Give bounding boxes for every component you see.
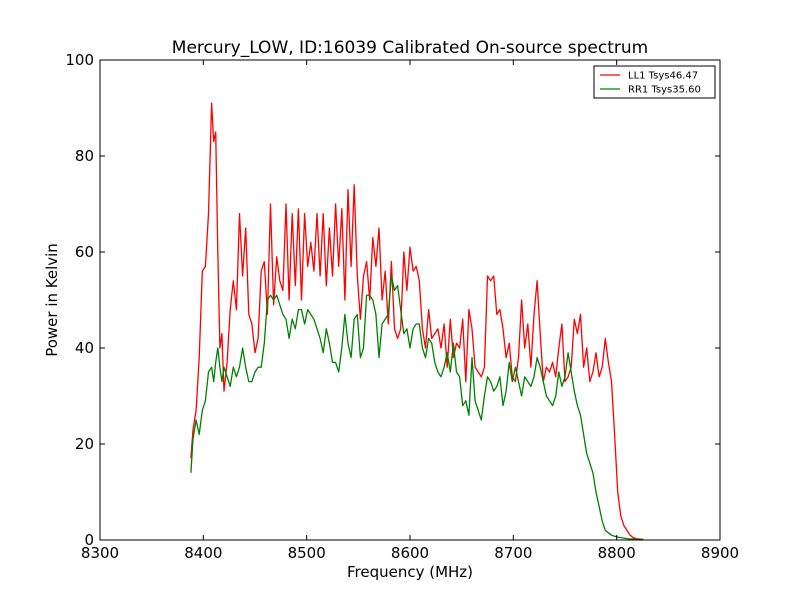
- x-tick-label: 8500: [288, 544, 326, 562]
- y-tick-label: 20: [75, 435, 94, 453]
- legend-label-1: LL1 Tsys46.47: [628, 71, 698, 82]
- x-axis-label: Frequency (MHz): [347, 563, 473, 581]
- y-tick-label: 60: [75, 243, 94, 261]
- x-tick-label: 8700: [494, 544, 532, 562]
- x-tick-label: 8600: [391, 544, 429, 562]
- y-tick-label: 40: [75, 339, 94, 357]
- series-line-2: [190, 275, 644, 541]
- plot-area: [190, 102, 644, 541]
- series-line-1: [190, 102, 644, 541]
- axis-ticks: 8300 8400 8500 8600 8700 8800 8900 0 20 40 60 80 100: [65, 51, 739, 562]
- legend-label-2: RR1 Tsys35.60: [628, 85, 701, 96]
- chart-title: Mercury_LOW, ID:16039 Calibrated On-sour…: [172, 38, 648, 58]
- x-tick-label: 8900: [701, 544, 739, 562]
- x-tick-label: 8800: [598, 544, 636, 562]
- y-tick-label: 100: [65, 51, 94, 69]
- y-tick-label: 0: [84, 531, 94, 549]
- x-tick-label: 8400: [184, 544, 222, 562]
- legend: LL1 Tsys46.47 RR1 Tsys35.60: [593, 65, 716, 99]
- y-tick-label: 80: [75, 147, 94, 165]
- x-tick-label: 8300: [81, 544, 119, 562]
- y-axis-label: Power in Kelvin: [43, 243, 61, 357]
- legend-box: [593, 65, 716, 99]
